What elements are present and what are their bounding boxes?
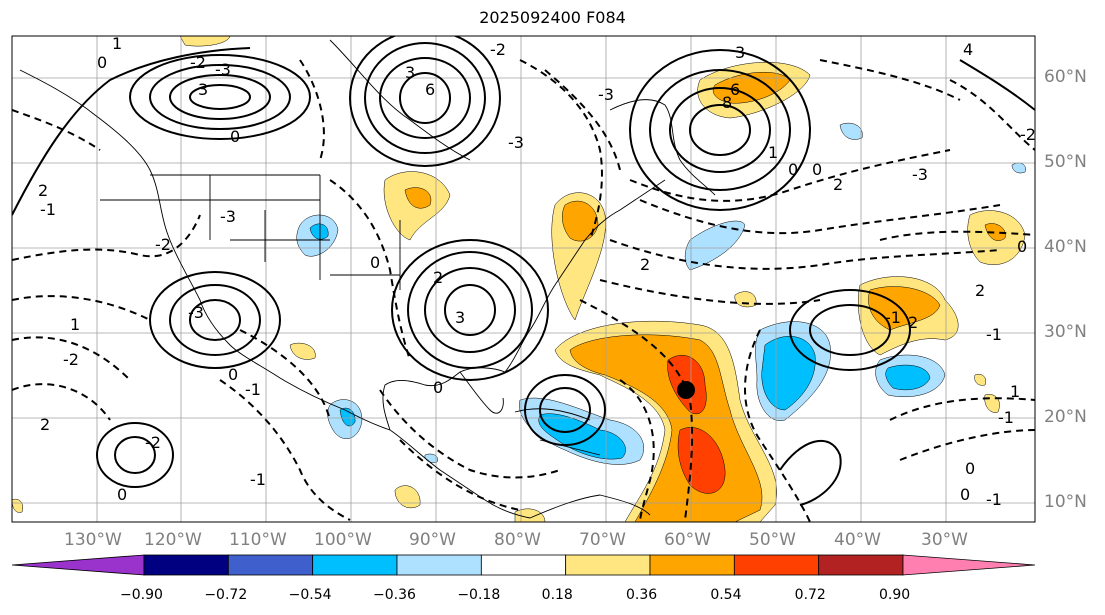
colorbar-tick-label: 0.18 (541, 587, 573, 603)
svg-text:0: 0 (965, 459, 975, 478)
svg-text:0: 0 (117, 485, 127, 504)
svg-text:3: 3 (198, 80, 208, 99)
lon-label: 30°W (921, 530, 968, 550)
lat-label: 50°N (1044, 152, 1087, 172)
svg-text:2: 2 (640, 255, 650, 274)
svg-text:6: 6 (730, 80, 740, 99)
colorbar-tick-label: −0.90 (120, 587, 163, 603)
height-contours-solid (12, 36, 1035, 506)
svg-text:3: 3 (405, 63, 415, 82)
svg-text:2: 2 (38, 181, 48, 200)
svg-text:-3: -3 (188, 303, 204, 322)
svg-text:-1: -1 (245, 380, 261, 399)
contour-labels: 1 0 -2 -3 3 -3 -1 2 0 6 3 -3 -2 8 6 0 3 … (38, 34, 1036, 509)
colorbar-segment (396, 554, 482, 576)
lon-label: 130°W (64, 530, 122, 550)
lon-label: 120°W (144, 530, 202, 550)
lon-label: 110°W (229, 530, 287, 550)
storm-center-marker (677, 381, 695, 399)
svg-text:0: 0 (370, 253, 380, 272)
colorbar-tick-label: 0.54 (710, 587, 742, 603)
anomaly-shading (12, 36, 1026, 522)
graticule (12, 36, 1035, 522)
svg-text:-3: -3 (508, 133, 524, 152)
map-frame (11, 35, 1036, 523)
colorbar-extend-max (902, 554, 1036, 576)
lon-label: 70°W (579, 530, 626, 550)
lat-label: 10°N (1044, 492, 1087, 512)
lon-label: 90°W (409, 530, 456, 550)
colorbar (11, 554, 1036, 576)
lon-label: 60°W (664, 530, 711, 550)
svg-text:2: 2 (908, 313, 918, 332)
svg-text:0: 0 (228, 365, 238, 384)
colorbar-segment (733, 554, 820, 576)
svg-text:-2: -2 (1020, 125, 1036, 144)
lat-label: 20°N (1044, 407, 1087, 427)
svg-text:-2: -2 (190, 53, 206, 72)
lon-label: 80°W (494, 530, 541, 550)
svg-text:-2: -2 (63, 350, 79, 369)
svg-text:0: 0 (1017, 237, 1027, 256)
colorbar-tick-label: 0.90 (879, 587, 911, 603)
colorbar-extend-min (11, 554, 145, 576)
coastlines (19, 39, 716, 519)
colorbar-tick-label: 0.36 (626, 587, 658, 603)
svg-text:1: 1 (768, 143, 778, 162)
svg-text:3: 3 (455, 308, 465, 327)
svg-text:-1: -1 (40, 200, 56, 219)
lon-label: 100°W (314, 530, 372, 550)
svg-text:0: 0 (433, 378, 443, 397)
svg-text:-1: -1 (986, 490, 1002, 509)
svg-text:0: 0 (230, 127, 240, 146)
svg-text:0: 0 (97, 53, 107, 72)
colorbar-tick-label: −0.72 (204, 587, 248, 603)
colorbar-tick-label: 0.72 (794, 587, 826, 603)
colorbar-segment (480, 554, 567, 576)
svg-text:0: 0 (812, 160, 822, 179)
svg-text:2: 2 (975, 281, 985, 300)
lat-label: 40°N (1044, 237, 1087, 257)
lat-label: 60°N (1044, 67, 1087, 87)
colorbar-tick-label: −0.18 (457, 587, 501, 603)
svg-text:-3: -3 (598, 85, 614, 104)
colorbar-segment (312, 554, 398, 576)
svg-text:2: 2 (433, 268, 443, 287)
height-contours-dashed (12, 59, 1035, 522)
lat-label: 30°N (1044, 322, 1087, 342)
svg-text:8: 8 (722, 93, 732, 112)
colorbar-tick-label: −0.36 (373, 587, 416, 603)
svg-text:-2: -2 (490, 40, 506, 59)
svg-text:-3: -3 (215, 60, 231, 79)
colorbar-segment (565, 554, 651, 576)
svg-text:-3: -3 (220, 207, 236, 226)
svg-text:4: 4 (963, 40, 973, 59)
svg-text:0: 0 (788, 160, 798, 179)
svg-text:-1: -1 (998, 408, 1014, 427)
svg-text:6: 6 (425, 80, 435, 99)
svg-text:1: 1 (112, 34, 122, 53)
svg-text:-1: -1 (250, 470, 266, 489)
svg-text:1: 1 (70, 315, 80, 334)
lon-label: 50°W (749, 530, 796, 550)
map-title: 2025092400 F084 (479, 8, 626, 27)
svg-text:3: 3 (735, 43, 745, 62)
svg-text:2: 2 (833, 175, 843, 194)
svg-text:-1: -1 (986, 325, 1002, 344)
svg-text:0: 0 (960, 485, 970, 504)
svg-text:-1: -1 (885, 308, 901, 327)
svg-text:1: 1 (1010, 382, 1020, 401)
svg-text:-2: -2 (145, 433, 161, 452)
colorbar-segment (227, 554, 314, 576)
colorbar-segment (649, 554, 735, 576)
colorbar-segment (143, 554, 229, 576)
lon-label: 40°W (834, 530, 881, 550)
svg-text:-3: -3 (912, 165, 928, 184)
svg-text:2: 2 (40, 415, 50, 434)
svg-text:-2: -2 (155, 235, 171, 254)
colorbar-segment (818, 554, 904, 576)
colorbar-tick-label: −0.54 (288, 587, 332, 603)
